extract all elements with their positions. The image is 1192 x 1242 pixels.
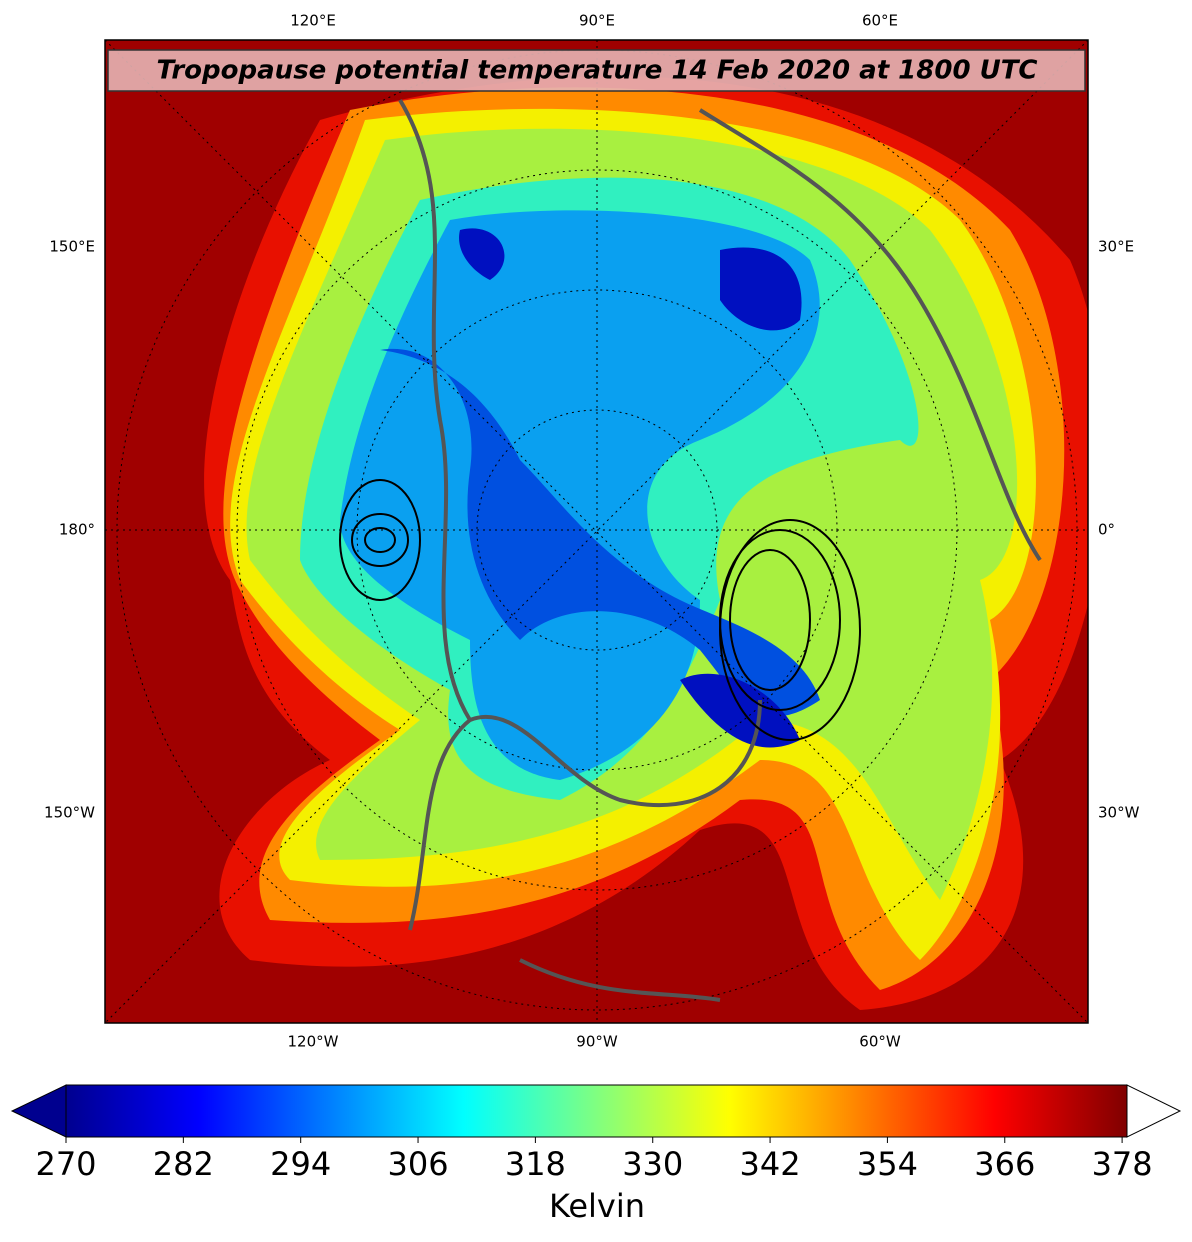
lon-label: 90°E (579, 12, 615, 30)
lon-label: 150°W (44, 804, 95, 822)
lon-label: 60°W (859, 1033, 901, 1051)
map (105, 40, 1088, 1023)
graticule (105, 40, 1088, 1023)
colorbar-gradient (65, 1084, 1128, 1138)
colorbar-under (10, 1084, 67, 1138)
colorbar-tick-label: 330 (622, 1145, 683, 1183)
coastlines (398, 98, 1042, 1002)
lon-label: 90°W (576, 1033, 618, 1051)
map-frame (104, 39, 1089, 1024)
colorbar-tick-label: 378 (1092, 1145, 1153, 1183)
colorbar-tick-label: 270 (35, 1145, 96, 1183)
lon-label: 120°E (290, 12, 336, 30)
colorbar-tick-label: 282 (153, 1145, 214, 1183)
title: Tropopause potential temperature 14 Feb … (156, 56, 1037, 86)
colorbar-over (1126, 1084, 1182, 1138)
lon-label: 30°W (1098, 804, 1140, 822)
lon-label: 0° (1098, 521, 1115, 539)
lon-label: 180° (59, 521, 95, 539)
colorbar-tick-label: 342 (740, 1145, 801, 1183)
colorbar-tick-label: 306 (387, 1145, 448, 1183)
blue-region (380, 348, 820, 717)
colorbar-tick-label: 318 (505, 1145, 566, 1183)
lon-label: 120°W (288, 1033, 339, 1051)
dark-blue-region (459, 228, 802, 748)
pressure-contours (339, 479, 861, 741)
lon-label: 150°E (49, 238, 95, 256)
lon-label: 60°E (862, 12, 898, 30)
colorbar-tick-label: 366 (974, 1145, 1035, 1183)
colorbar-tick-label: 354 (857, 1145, 918, 1183)
light-blue-region (340, 210, 820, 781)
lon-label: 30°E (1098, 238, 1134, 256)
colorbar-tick-label: 294 (270, 1145, 331, 1183)
title-box (107, 49, 1086, 92)
colorbar: 270 282 294 306 318 330 342 354 366 378 (10, 1084, 1182, 1183)
colorbar-label: Kelvin (549, 1187, 645, 1225)
